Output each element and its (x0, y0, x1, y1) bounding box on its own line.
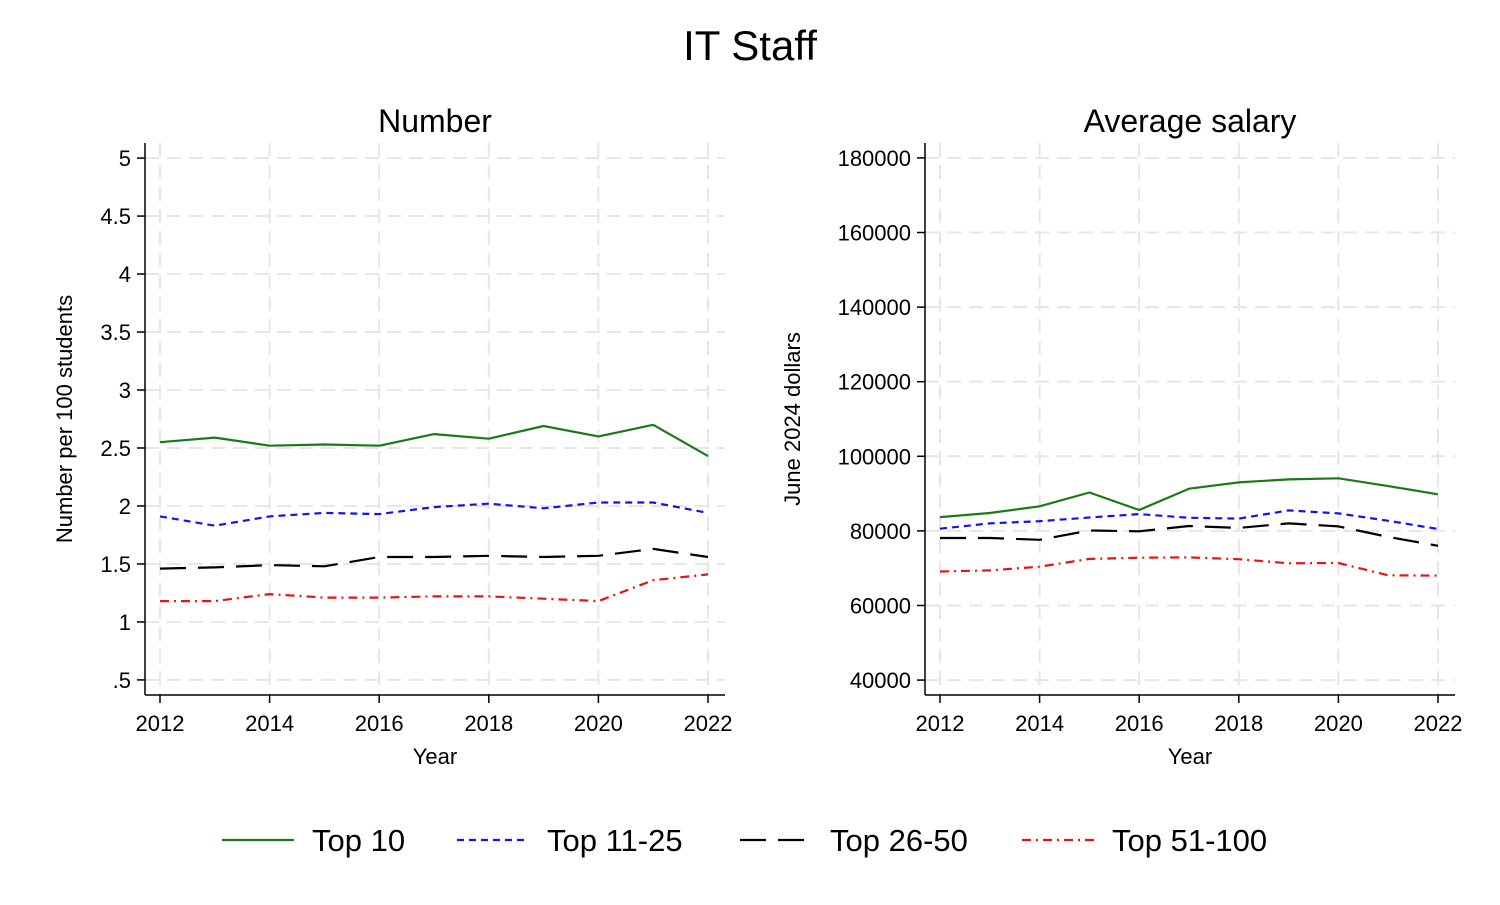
legend-item-top-51-100: Top 51-100 (1022, 823, 1267, 858)
series-line-top-10 (939, 477, 1439, 519)
series-line-top-51-100 (160, 573, 709, 603)
series-line-top-51-100 (939, 556, 1439, 577)
legend-item-top-26-50: Top 26-50 (740, 823, 968, 858)
y-tick-label: 2.5 (100, 436, 131, 461)
x-tick-label: 2014 (245, 711, 294, 736)
x-tick-label: 2014 (1015, 711, 1064, 736)
figure-title: IT Staff (683, 22, 817, 69)
x-tick-label: 2020 (1314, 711, 1363, 736)
y-tick-label: 5 (119, 146, 131, 171)
series-line-top-26-50 (159, 547, 709, 570)
chart-legend: Top 10 Top 11-25 Top 26-50 Top 51-100 (222, 823, 1267, 858)
y-tick-label: 140000 (838, 295, 911, 320)
legend-label: Top 26-50 (830, 823, 968, 858)
legend-item-top-11-25: Top 11-25 (457, 823, 683, 858)
y-tick-label: 80000 (850, 519, 911, 544)
x-tick-label: 2016 (355, 711, 404, 736)
y-tick-label: 100000 (838, 444, 911, 469)
y-tick-label: 3.5 (100, 320, 131, 345)
x-axis-title: Year (413, 744, 457, 769)
x-tick-label: 2018 (464, 711, 513, 736)
series-line-top-11-25 (159, 501, 709, 527)
x-tick-label: 2016 (1115, 711, 1164, 736)
legend-label: Top 51-100 (1112, 823, 1267, 858)
y-axis-title: Number per 100 students (52, 295, 77, 543)
series-line-top-26-50 (940, 522, 1439, 547)
chart-panels: Number .5 1 1.5 2 2.5 3 3.5 4 4.5 5 2012 2014 2016 201… (52, 103, 1462, 769)
panel-title: Number (378, 103, 492, 139)
chart-panel-1: Number .5 1 1.5 2 2.5 3 3.5 4 4.5 5 2012 2014 2016 201… (52, 103, 732, 769)
legend-label: Top 10 (312, 823, 405, 858)
x-axis-title: Year (1168, 744, 1212, 769)
x-tick-label: 2018 (1214, 711, 1263, 736)
y-tick-label: 1.5 (100, 552, 131, 577)
x-tick-label: 2022 (1414, 711, 1463, 736)
y-axis-title: June 2024 dollars (780, 332, 805, 506)
panel-title: Average salary (1084, 103, 1297, 139)
y-tick-label: 4.5 (100, 204, 131, 229)
chart-panel-2: Average salary 40000 60000 80000 100000 12000… (780, 103, 1462, 769)
y-tick-label: 2 (119, 494, 131, 519)
legend-item-top-10: Top 10 (222, 823, 405, 858)
series-line-top-10 (159, 423, 709, 458)
y-tick-label: .5 (113, 668, 131, 693)
legend-label: Top 11-25 (547, 823, 683, 858)
y-tick-label: 3 (119, 378, 131, 403)
y-tick-label: 40000 (850, 668, 911, 693)
x-tick-label: 2020 (574, 711, 623, 736)
y-tick-label: 180000 (838, 146, 911, 171)
y-tick-label: 120000 (838, 370, 911, 395)
x-tick-label: 2012 (916, 711, 965, 736)
y-tick-label: 1 (119, 610, 131, 635)
x-tick-label: 2022 (684, 711, 733, 736)
y-tick-label: 60000 (850, 593, 911, 618)
x-tick-label: 2012 (136, 711, 185, 736)
y-tick-label: 4 (119, 262, 131, 287)
y-tick-label: 160000 (838, 221, 911, 246)
